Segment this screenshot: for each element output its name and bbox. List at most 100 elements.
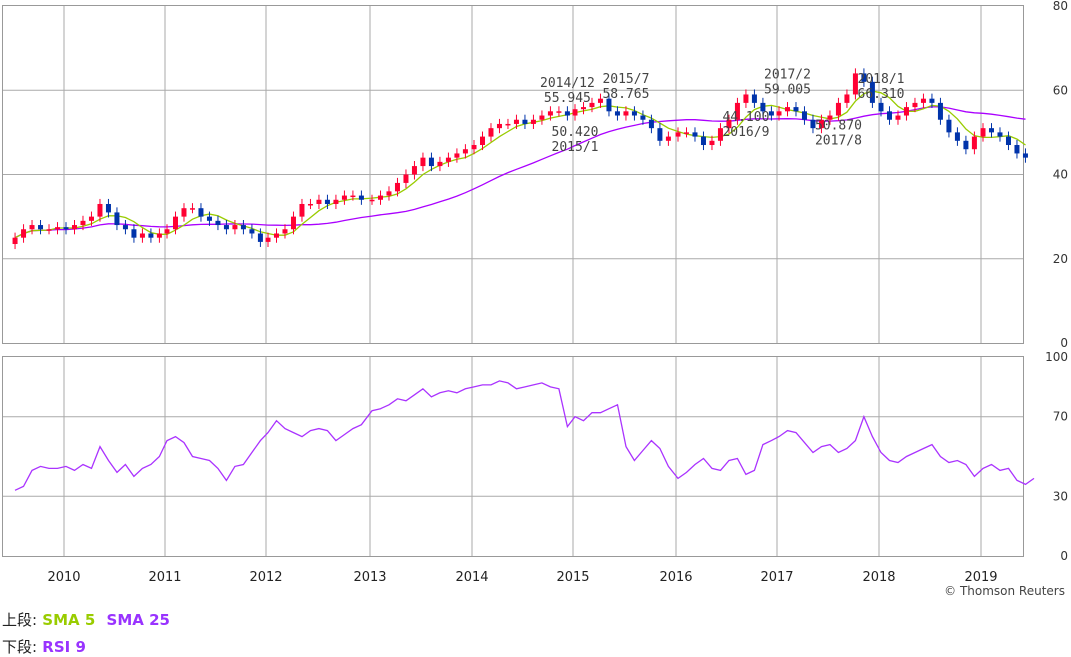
candle-body [539, 115, 545, 120]
candle-body [428, 157, 434, 167]
candle-body [131, 229, 137, 238]
candle-body [445, 157, 451, 162]
candle-body [835, 102, 841, 116]
candle-body [776, 111, 782, 116]
candle-body [852, 73, 858, 95]
candle-body [38, 225, 44, 230]
x-tick-label: 2017 [760, 570, 793, 585]
candle-body [522, 119, 528, 124]
upper-y-tick: 20 [1053, 252, 1068, 266]
candle-body [717, 128, 723, 141]
candle-body [358, 195, 364, 200]
candle-body [580, 107, 586, 110]
candle-body [726, 119, 732, 129]
upper-legend-label: 上段: [2, 611, 38, 629]
candle-body [282, 229, 288, 234]
candle-body [623, 111, 629, 116]
candle-body [700, 136, 706, 146]
candle-body [324, 199, 330, 204]
candle-body [878, 102, 884, 112]
candle-body [290, 216, 296, 230]
candle-body [631, 111, 637, 116]
candle-body [929, 98, 935, 103]
annotation-line1: 2015/7 [602, 72, 649, 87]
annotation-line1: 50.870 [815, 119, 862, 134]
candle-body [692, 132, 698, 137]
candle-body [249, 229, 255, 234]
candle-body [369, 199, 375, 202]
x-tick-label: 2018 [862, 570, 895, 585]
candle-body [240, 225, 246, 230]
candle-body [1005, 136, 1011, 146]
candle-body [198, 208, 204, 217]
candle-body [273, 233, 279, 238]
candle-body [886, 111, 892, 120]
candle-body [963, 140, 969, 150]
candle-body [597, 98, 603, 103]
candle-body [946, 119, 952, 133]
candle-body [665, 136, 671, 141]
candle-body [105, 203, 111, 213]
sma5-path [14, 90, 1026, 239]
candle-body [189, 208, 195, 210]
candle-body [827, 115, 833, 120]
upper-y-axis: 0 20 40 60 80 [1053, 0, 1068, 350]
candle-body [980, 128, 986, 137]
candle-body [793, 107, 799, 112]
candle-body [1022, 153, 1028, 158]
candle-body [657, 128, 663, 141]
candle-body [547, 111, 553, 116]
credit-text: © Thomson Reuters [944, 584, 1065, 598]
candle-body [454, 153, 460, 158]
candle-body [606, 98, 612, 112]
candle-body [403, 174, 409, 183]
annotation-line2: 2016/9 [722, 125, 769, 140]
upper-grid [3, 6, 1023, 343]
candle-body [215, 220, 221, 226]
candle-body [505, 123, 511, 126]
candle-body [114, 212, 120, 226]
candle-body [29, 225, 35, 230]
lower-panel-frame [2, 356, 1024, 557]
annotation-line2: 66.310 [858, 87, 905, 102]
candle-body [589, 102, 595, 108]
candle-body [801, 111, 807, 120]
annotation-line1: 2017/2 [764, 68, 811, 83]
candle-body [734, 102, 740, 120]
candle-body [572, 109, 578, 116]
candle-body [386, 191, 392, 196]
candle-body [223, 225, 229, 230]
candle-body [181, 208, 187, 217]
candle-body [556, 111, 562, 113]
annotation-line2: 59.005 [764, 83, 811, 98]
candle-body [954, 132, 960, 141]
lower-legend: 下段: RSI 9 [2, 636, 86, 657]
upper-y-tick: 80 [1053, 0, 1068, 13]
candle-body [46, 229, 52, 231]
candle-body [411, 166, 417, 175]
lower-panel: 0 30 70 100 [2, 350, 1068, 563]
candle-body [920, 98, 926, 103]
x-tick-label: 2011 [148, 570, 181, 585]
annotation-line2: 2017/8 [815, 134, 862, 149]
candle-body [912, 102, 918, 108]
candle-body [350, 195, 356, 198]
lower-y-tick: 70 [1053, 410, 1068, 424]
candle-body [988, 128, 994, 133]
upper-legend: 上段: SMA 5 SMA 25 [2, 609, 170, 630]
x-tick-label: 2013 [353, 570, 386, 585]
candle-body [80, 220, 86, 226]
candle-body [818, 119, 824, 129]
candle-body [768, 111, 774, 116]
candle-body [437, 161, 443, 167]
candle-body [164, 229, 170, 234]
upper-y-tick: 0 [1060, 336, 1068, 350]
lower-y-tick: 30 [1053, 489, 1068, 503]
candle-body [937, 102, 943, 120]
lower-y-axis: 0 30 70 100 [1045, 350, 1068, 563]
candlesticks [12, 68, 1028, 250]
legend-rsi9: RSI 9 [42, 638, 86, 656]
candle-body [71, 225, 77, 230]
candle-body [513, 119, 519, 124]
